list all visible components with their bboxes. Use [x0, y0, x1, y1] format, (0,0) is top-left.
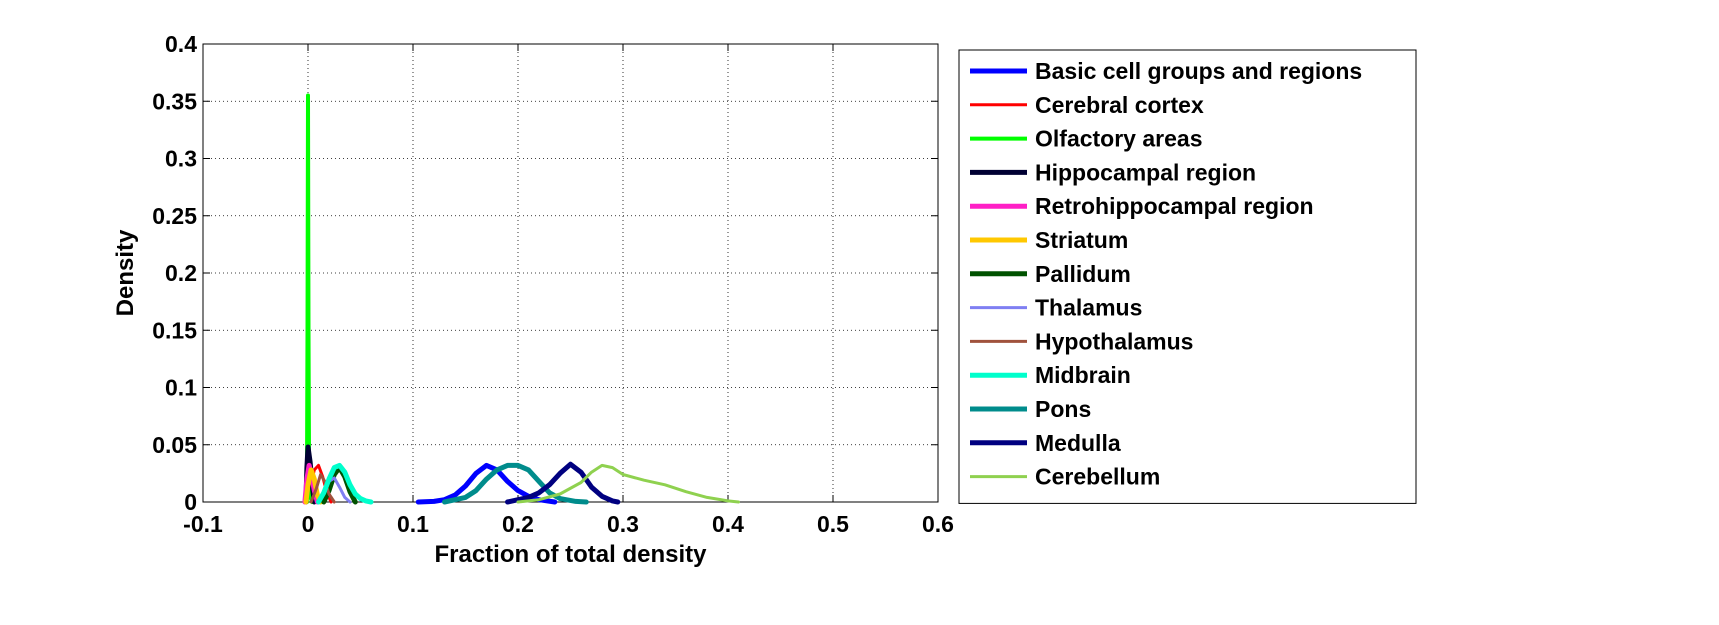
grid	[203, 44, 938, 502]
legend-label: Striatum	[1035, 227, 1128, 253]
y-tick-label: 0.25	[152, 203, 197, 229]
legend-label: Retrohippocampal region	[1035, 193, 1314, 219]
y-tick-label: 0.4	[165, 31, 197, 57]
legend-label: Midbrain	[1035, 362, 1131, 388]
legend-label: Olfactory areas	[1035, 126, 1202, 152]
series-line-midbrain	[316, 462, 374, 505]
legend-label: Hypothalamus	[1035, 328, 1193, 354]
axis-ticks: -0.1 0 0.1 0.2 0.3 0.4 0.5 0.600.050.10.150.20.…	[152, 31, 954, 537]
legend-label: Pallidum	[1035, 261, 1131, 287]
series-line-hypothalamus	[309, 473, 336, 504]
y-tick-label: 0.1	[165, 375, 197, 401]
x-tick-label: 0.4	[712, 511, 744, 537]
legend-label: Cerebellum	[1035, 464, 1160, 490]
x-tick-label: 0.1	[397, 511, 429, 537]
legend-box	[958, 49, 1417, 504]
y-tick-label: 0.05	[152, 432, 197, 458]
legend-label: Hippocampal region	[1035, 159, 1256, 185]
legend: Basic cell groups and regions Cerebral co…	[958, 49, 1417, 504]
x-tick-label: 0.6	[922, 511, 954, 537]
series-line-pons	[442, 462, 589, 505]
x-tick-label: 0.5	[817, 511, 849, 537]
series-line-olfactory-areas	[304, 93, 315, 504]
legend-label: Basic cell groups and regions	[1035, 58, 1362, 84]
y-tick-label: 0.3	[165, 146, 197, 172]
x-tick-label: 0.2	[502, 511, 534, 537]
series-line-striatum	[303, 467, 324, 505]
x-tick-label: 0	[302, 511, 315, 537]
x-tick-label: -0.1	[183, 511, 223, 537]
y-tick-label: 0.2	[165, 260, 197, 286]
legend-label: Thalamus	[1035, 295, 1142, 321]
y-tick-label: 0.15	[152, 317, 197, 343]
series-group	[302, 93, 740, 505]
legend-label: Pons	[1035, 396, 1091, 422]
legend-label: Cerebral cortex	[1035, 92, 1204, 118]
y-tick-label: 0.35	[152, 88, 197, 114]
y-axis-label: Density	[112, 229, 139, 316]
legend-label: Medulla	[1035, 430, 1121, 456]
x-tick-label: 0.3	[607, 511, 639, 537]
series-line-medulla	[505, 461, 621, 505]
y-tick-label: 0	[184, 489, 197, 515]
x-axis-label: Fraction of total density	[434, 541, 707, 568]
series-line-cerebellum	[516, 463, 740, 504]
